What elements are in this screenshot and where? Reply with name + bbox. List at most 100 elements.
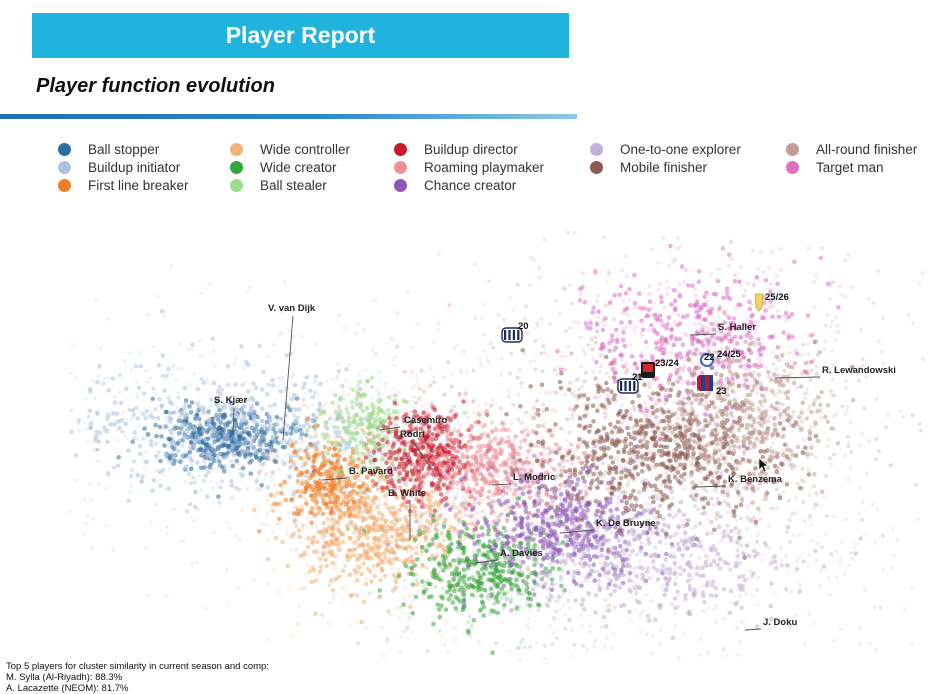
scatter-point <box>230 463 236 469</box>
scatter-point <box>346 499 352 504</box>
scatter-point <box>539 525 544 531</box>
scatter-point <box>424 510 429 515</box>
scatter-point <box>423 525 428 530</box>
scatter-point <box>351 553 357 558</box>
scatter-point <box>128 484 133 489</box>
scatter-point <box>326 446 332 452</box>
scatter-point <box>265 497 270 502</box>
scatter-point <box>342 457 347 462</box>
scatter-point <box>386 429 391 435</box>
scatter-point <box>377 588 383 593</box>
scatter-point <box>412 504 417 510</box>
scatter-point <box>182 415 187 421</box>
scatter-point <box>366 455 371 460</box>
scatter-point <box>215 389 221 394</box>
scatter-point <box>321 544 327 550</box>
scatter-point <box>349 592 355 598</box>
scatter-point <box>594 533 599 539</box>
scatter-point <box>397 517 403 522</box>
scatter-point <box>520 491 526 497</box>
scatter-point <box>466 415 470 420</box>
scatter-point <box>321 533 327 538</box>
scatter-point <box>204 377 209 382</box>
scatter-point <box>304 501 309 507</box>
scatter-point <box>172 506 177 511</box>
scatter-point <box>352 427 357 431</box>
scatter-point <box>200 449 205 453</box>
scatter-point <box>565 570 571 575</box>
scatter-point <box>311 457 317 463</box>
scatter-point <box>375 550 381 556</box>
scatter-point <box>117 425 122 431</box>
scatter-point <box>278 426 283 431</box>
scatter-point <box>516 417 521 422</box>
scatter-point <box>456 517 462 522</box>
scatter-point <box>301 587 306 592</box>
scatter-point <box>446 516 450 521</box>
scatter-point <box>537 444 542 449</box>
scatter-point <box>537 539 543 544</box>
scatter-point <box>158 483 163 489</box>
scatter-point <box>372 461 377 466</box>
scatter-point <box>396 464 402 470</box>
scatter-point <box>222 416 227 421</box>
scatter-point <box>432 508 438 514</box>
scatter-point <box>392 400 398 406</box>
scatter-point <box>248 409 253 414</box>
scatter-point <box>187 452 191 457</box>
scatter-point <box>357 564 363 570</box>
scatter-point <box>355 577 360 583</box>
scatter-point <box>157 477 162 482</box>
scatter-point <box>274 414 279 419</box>
scatter-point <box>368 422 373 427</box>
legend-item-roaming-playmaker: Roaming playmaker <box>394 158 544 176</box>
scatter-point <box>406 556 412 562</box>
scatter-point <box>141 437 146 441</box>
scatter-point <box>355 463 360 468</box>
scatter-point <box>311 580 316 585</box>
scatter-point <box>252 408 257 414</box>
scatter-point <box>519 520 525 525</box>
scatter-point <box>326 436 331 441</box>
scatter-point <box>271 426 276 432</box>
scatter-point <box>444 589 450 595</box>
scatter-point <box>487 480 492 485</box>
scatter-point <box>274 421 280 427</box>
scatter-point <box>366 379 371 384</box>
scatter-point <box>437 629 442 634</box>
scatter-point <box>383 532 389 538</box>
scatter-point <box>295 489 300 494</box>
scatter-point <box>285 564 291 569</box>
scatter-point <box>360 409 366 414</box>
scatter-point <box>301 423 307 429</box>
scatter-point <box>297 395 302 400</box>
scatter-point <box>300 334 305 339</box>
scatter-point <box>329 525 335 530</box>
scatter-point <box>466 620 471 624</box>
scatter-point <box>372 496 378 501</box>
scatter-point <box>300 524 305 529</box>
scatter-point <box>247 285 252 289</box>
scatter-point <box>364 483 370 488</box>
scatter-point <box>393 518 399 523</box>
scatter-point <box>106 388 111 393</box>
scatter-point <box>356 514 361 520</box>
scatter-point <box>166 367 171 372</box>
scatter-point <box>196 409 201 414</box>
scatter-point <box>360 483 365 489</box>
scatter-point <box>314 450 319 455</box>
scatter-point <box>446 360 451 365</box>
scatter-point <box>216 434 222 439</box>
scatter-point <box>434 517 440 523</box>
legend-label: Roaming playmaker <box>424 159 545 175</box>
scatter-point <box>117 390 122 395</box>
scatter-point <box>292 519 298 525</box>
scatter-point <box>146 380 150 385</box>
scatter-point <box>135 416 140 421</box>
scatter-point <box>290 633 295 638</box>
scatter-point <box>410 558 415 563</box>
scatter-point <box>238 409 244 415</box>
scatter-point <box>322 435 328 441</box>
scatter-point <box>274 491 279 496</box>
scatter-point <box>313 522 318 527</box>
